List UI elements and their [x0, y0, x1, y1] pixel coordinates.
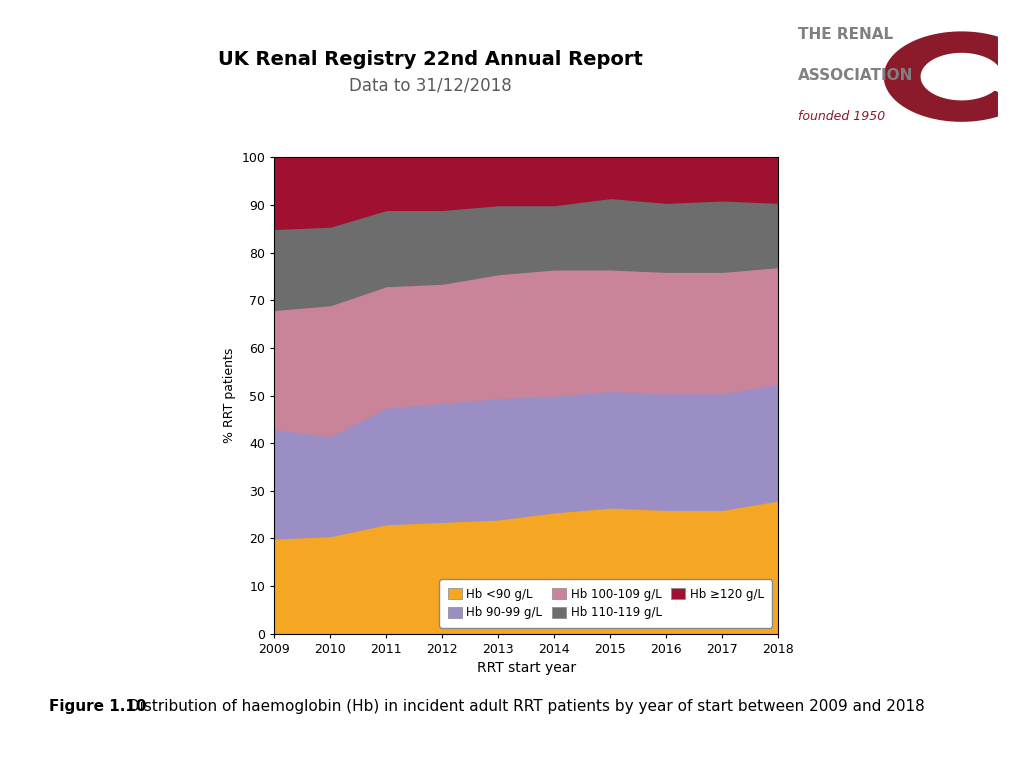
Text: Distribution of haemoglobin (Hb) in incident adult RRT patients by year of start: Distribution of haemoglobin (Hb) in inci…: [123, 699, 925, 714]
Y-axis label: % RRT patients: % RRT patients: [223, 348, 236, 443]
Text: THE RENAL: THE RENAL: [798, 27, 893, 41]
Text: Data to 31/12/2018: Data to 31/12/2018: [349, 77, 511, 94]
Text: founded 1950: founded 1950: [798, 110, 885, 123]
Text: ASSOCIATION: ASSOCIATION: [798, 68, 913, 83]
PathPatch shape: [884, 31, 1024, 122]
X-axis label: RRT start year: RRT start year: [477, 661, 575, 675]
Legend: Hb <90 g/L, Hb 90-99 g/L, Hb 100-109 g/L, Hb 110-119 g/L, Hb ≥120 g/L: Hb <90 g/L, Hb 90-99 g/L, Hb 100-109 g/L…: [439, 579, 772, 627]
Text: UK Renal Registry 22nd Annual Report: UK Renal Registry 22nd Annual Report: [218, 50, 642, 69]
Text: Figure 1.10: Figure 1.10: [49, 699, 146, 714]
